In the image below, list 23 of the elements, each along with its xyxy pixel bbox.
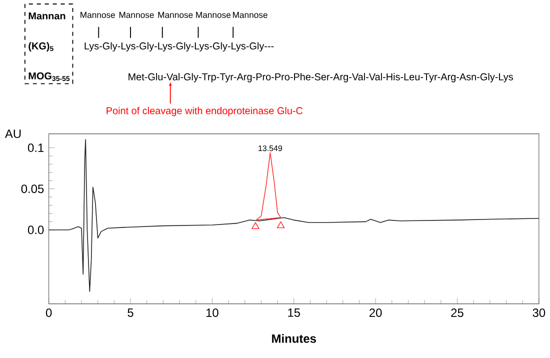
x-tick-label: 30: [532, 308, 546, 318]
text: Mannan: [28, 12, 66, 20]
text: Met-Glu-Val-Gly-Trp-Tyr-Arg-Pro-Pro-Phe-Ser-Arg-Val-Val-His-Leu-Tyr-Arg-Asn-Gly-Lys: [128, 73, 513, 83]
x-tick-label: 15: [288, 308, 300, 318]
text: Mannose: [158, 12, 193, 18]
x-tick-label: 5: [128, 308, 134, 318]
y-tick-label: 0.0: [28, 226, 44, 234]
y-tick-label: 0.1: [28, 144, 44, 152]
y-tick-label: 0.05: [21, 184, 44, 194]
text: Mannose: [232, 12, 268, 18]
x-axis-title: Minutes: [272, 334, 316, 344]
text: (KG)$_{5}$: [28, 42, 54, 52]
text: Lys-Gly-Lys-Gly-Lys-Gly-Lys-Gly-Lys-Gly---: [84, 42, 274, 52]
text: Mannose: [119, 12, 154, 18]
text: Mannose: [80, 12, 115, 18]
x-tick-label: 0: [46, 308, 52, 318]
text: Point of cleavage with endoproteinase Glu-C: [106, 107, 303, 116]
x-tick-label: 10: [206, 308, 218, 318]
y-axis-title: AU: [4, 130, 21, 138]
x-tick-label: 20: [370, 308, 382, 318]
x-tick-label: 25: [451, 308, 464, 318]
text: MOG$_{35-55}$: [28, 72, 70, 82]
text: Mannose: [196, 12, 231, 18]
